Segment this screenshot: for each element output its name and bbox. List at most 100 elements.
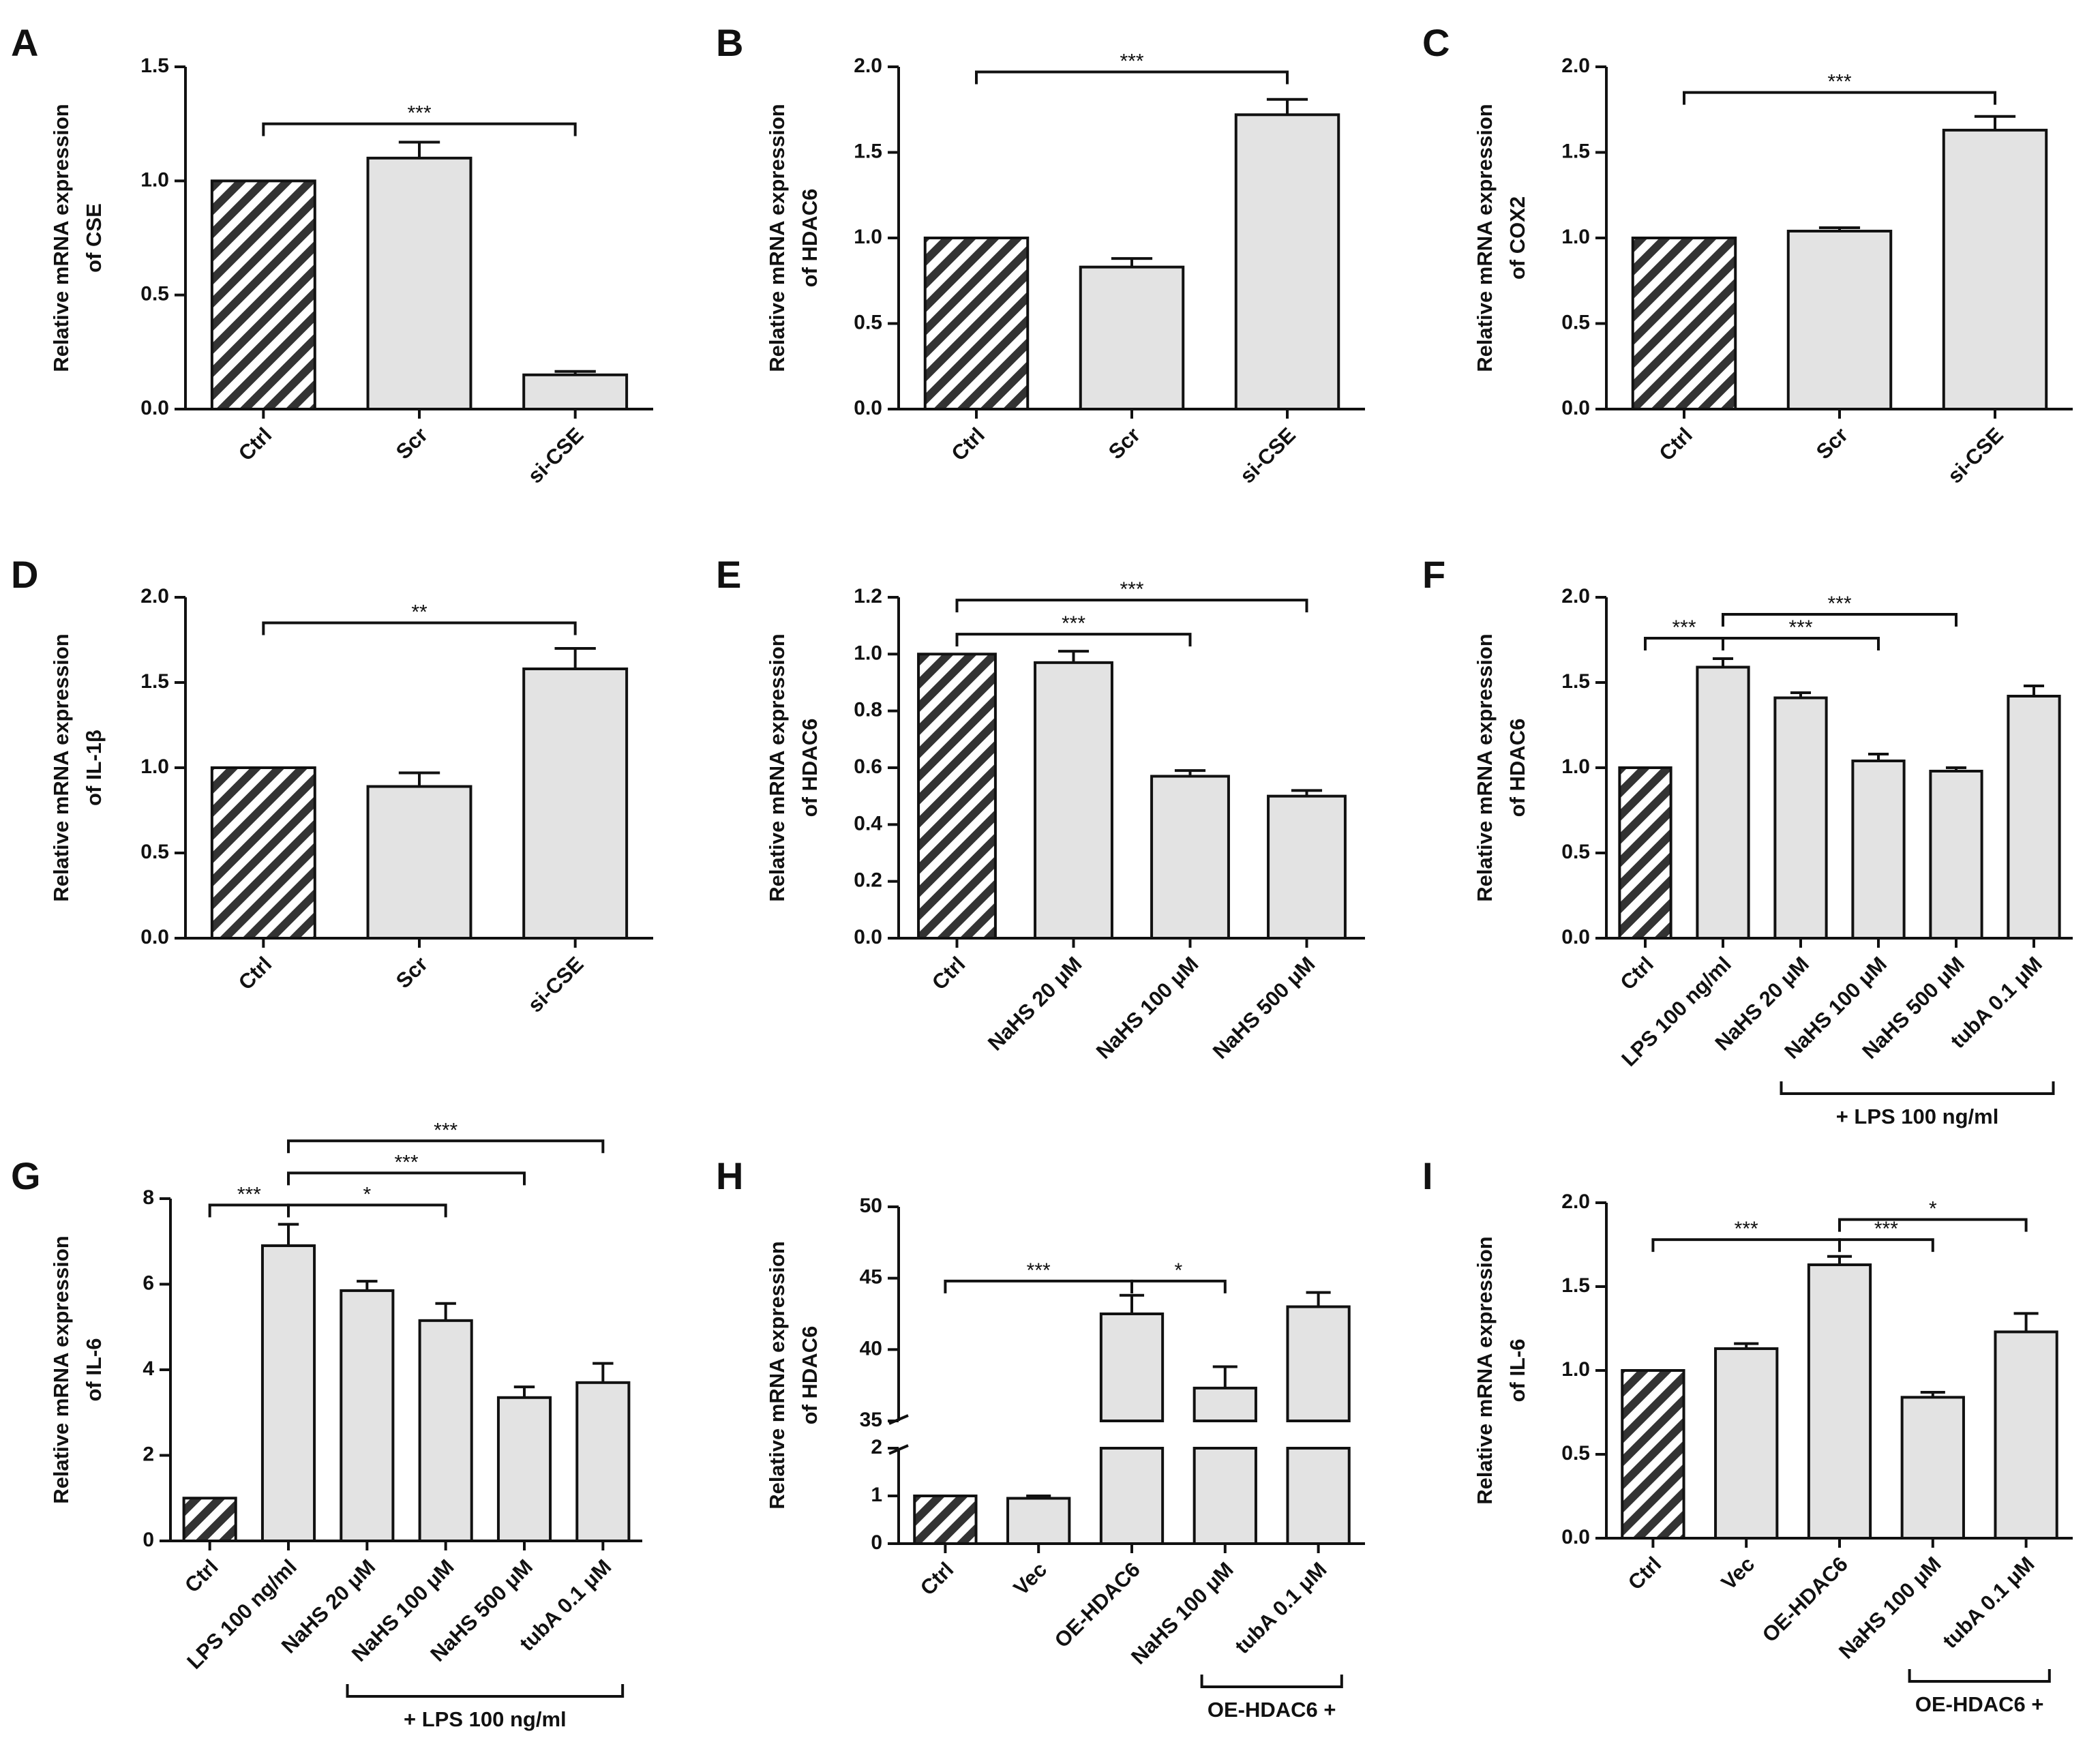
y-tick-label: 1.5 xyxy=(1561,670,1590,693)
x-tick-label: Scr xyxy=(1104,423,1145,464)
panel-b: B Relative mRNA expression of HDAC6 0.0 0.5 1… xyxy=(716,21,1365,488)
error-bar xyxy=(1058,650,1090,663)
error-bar xyxy=(1790,691,1812,698)
bar xyxy=(1900,1396,1965,1540)
bar xyxy=(575,1381,631,1542)
x-tick-label: Scr xyxy=(391,423,432,464)
bar xyxy=(1099,1312,1165,1422)
x-tick-label: si-CSE xyxy=(523,423,588,487)
panel-letter: G xyxy=(11,1154,41,1197)
panel-letter: E xyxy=(716,553,741,596)
y-tick-label: 0.5 xyxy=(140,283,169,305)
bar xyxy=(182,1497,237,1542)
x-tick-label: Vec xyxy=(1717,1552,1760,1595)
group-bracket xyxy=(1780,1081,2055,1095)
y-axis-label: Relative mRNA expression xyxy=(765,104,789,372)
y-axis-label: Relative mRNA expression xyxy=(1473,633,1497,901)
y-tick-label: 8 xyxy=(142,1186,154,1209)
bar xyxy=(1994,1330,2058,1540)
y-tick-label: 0.0 xyxy=(854,397,882,419)
x-tick-label: Scr xyxy=(391,952,432,993)
y-tick-label: 1.0 xyxy=(1561,755,1590,778)
bar xyxy=(418,1319,473,1543)
y-tick-label: 0.0 xyxy=(1561,926,1590,948)
y-axis-label: of HDAC6 xyxy=(798,1326,822,1425)
bar xyxy=(913,1495,978,1545)
group-label: + LPS 100 ng/ml xyxy=(1836,1105,1999,1128)
x-tick-label: tubA 0.1 μM xyxy=(1230,1557,1331,1658)
significance-bracket xyxy=(955,633,1192,647)
y-tick-label: 4 xyxy=(142,1358,154,1380)
y-axis-label: of IL-6 xyxy=(1505,1339,1529,1402)
error-bar xyxy=(1266,97,1308,115)
y-tick-label: 1.0 xyxy=(140,168,169,191)
significance-label: * xyxy=(1929,1198,1937,1220)
significance-label: *** xyxy=(1120,50,1143,73)
significance-label: *** xyxy=(407,102,431,125)
error-bar xyxy=(2013,1312,2039,1332)
y-tick-label: 6 xyxy=(142,1272,154,1294)
error-bar xyxy=(592,1362,614,1383)
y-tick-label: 2.0 xyxy=(854,55,882,77)
axis-break-gap xyxy=(1096,1422,1167,1447)
y-tick-label: 0.0 xyxy=(1561,1526,1590,1548)
bar xyxy=(340,1289,395,1542)
error-bar xyxy=(1119,1293,1145,1314)
significance-bracket xyxy=(208,1203,290,1218)
significance-bracket xyxy=(1683,91,1996,105)
error-bar xyxy=(435,1302,456,1321)
x-tick-label: Scr xyxy=(1812,423,1852,464)
x-tick-label: Ctrl xyxy=(234,423,277,466)
x-tick-label: NaHS 500 μM xyxy=(1208,952,1320,1064)
bar xyxy=(1234,113,1340,410)
x-tick-label: Vec xyxy=(1009,1557,1052,1600)
panel-letter: H xyxy=(716,1154,743,1197)
bar xyxy=(1696,665,1750,940)
bar xyxy=(1773,696,1828,940)
x-tick-label: si-CSE xyxy=(1943,423,2008,487)
bar xyxy=(1621,1369,1685,1540)
significance-label: *** xyxy=(1735,1218,1758,1240)
error-bar xyxy=(554,647,596,669)
x-tick-label: NaHS 100 μM xyxy=(1092,952,1203,1064)
bar xyxy=(1079,265,1185,411)
panel-a: A Relative mRNA expression of CSE 0.0 0.5 1.0… xyxy=(11,21,653,488)
bar xyxy=(1150,775,1230,940)
bar xyxy=(1807,1263,1872,1540)
bar xyxy=(1286,1447,1351,1545)
significance-bracket xyxy=(287,1139,605,1154)
y-tick-label: 0.5 xyxy=(1561,311,1590,333)
bar xyxy=(1286,1305,1351,1422)
error-bar xyxy=(1712,657,1734,668)
significance-bracket xyxy=(287,1171,526,1186)
significance-label: *** xyxy=(237,1183,261,1205)
x-tick-label: si-CSE xyxy=(1235,423,1300,487)
significance-bracket xyxy=(1838,1218,2028,1232)
y-tick-label: 1.0 xyxy=(140,755,169,778)
bar xyxy=(1192,1447,1257,1545)
y-axis-label: Relative mRNA expression xyxy=(765,1241,789,1509)
error-bar xyxy=(2023,685,2045,696)
bar xyxy=(522,373,629,410)
group-bracket xyxy=(1908,1669,2051,1683)
bar xyxy=(1034,661,1113,940)
y-tick-label: 1.5 xyxy=(854,140,882,162)
panel-e: E Relative mRNA expression of HDAC6 0.0 0.2 0… xyxy=(716,553,1365,1064)
bar xyxy=(1851,760,1906,940)
significance-bracket xyxy=(1838,1238,1934,1252)
bar xyxy=(2007,695,2061,940)
x-tick-label: Ctrl xyxy=(1654,423,1697,466)
x-tick-label: Ctrl xyxy=(180,1555,223,1597)
error-bar xyxy=(1920,1390,1945,1398)
significance-bracket xyxy=(287,1203,447,1218)
bar xyxy=(210,179,316,410)
bar xyxy=(1099,1447,1165,1545)
significance-bracket xyxy=(944,1279,1133,1293)
significance-label: *** xyxy=(1874,1218,1898,1240)
bar xyxy=(1192,1386,1257,1423)
error-bar xyxy=(1734,1342,1759,1349)
significance-label: *** xyxy=(1027,1259,1051,1282)
error-bar xyxy=(1306,1291,1331,1307)
error-bar xyxy=(1174,769,1206,777)
